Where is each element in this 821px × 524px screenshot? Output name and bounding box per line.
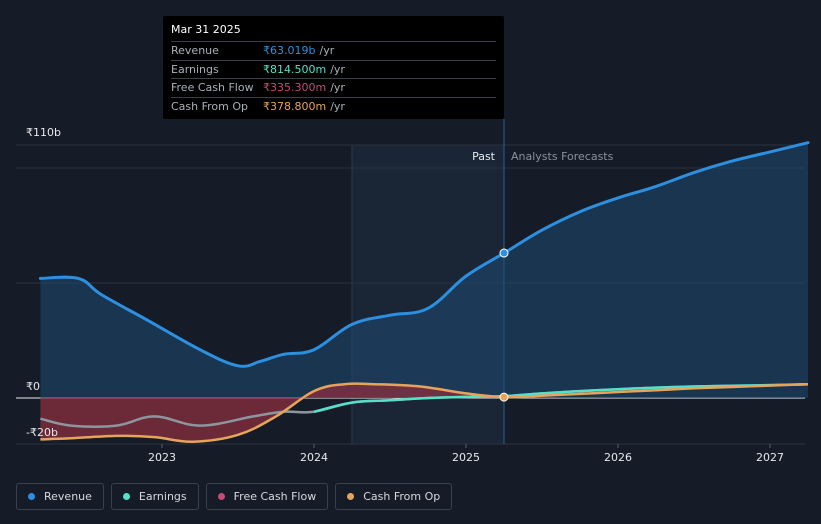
x-tick-label: 2026 [604, 451, 632, 464]
legend-label: Revenue [44, 490, 92, 503]
y-tick-label: ₹110b [26, 126, 61, 139]
tooltip-row-unit: /yr [319, 44, 335, 57]
legend-label: Earnings [138, 490, 187, 503]
tooltip-row-value: ₹335.300m [263, 81, 327, 94]
tooltip-row-label: Cash From Op [171, 99, 249, 113]
forecast-label: Analysts Forecasts [511, 150, 614, 163]
legend-label: Free Cash Flow [233, 490, 317, 503]
legend-dot-icon [217, 493, 225, 500]
tooltip-row-value: ₹63.019b [263, 44, 316, 57]
x-tick-label: 2025 [452, 451, 480, 464]
legend-dot-icon [122, 493, 130, 500]
legend-item-free-cash-flow[interactable]: Free Cash Flow [205, 483, 329, 510]
tooltip-row: Free Cash Flow ₹335.300m/yr [171, 78, 496, 97]
tooltip-row-label: Revenue [171, 44, 219, 57]
y-tick-label: ₹0 [26, 380, 40, 393]
past-label: Past [472, 150, 496, 163]
tooltip-row: Earnings ₹814.500m/yr [171, 59, 496, 79]
tooltip-row-unit: /yr [330, 62, 345, 76]
tooltip-row-unit: /yr [330, 81, 345, 94]
x-tick-label: 2023 [148, 451, 176, 464]
y-tick-label: -₹20b [26, 426, 58, 439]
tooltip-row: Revenue ₹63.019b/yr [171, 41, 496, 60]
x-tick-label: 2027 [756, 451, 784, 464]
tooltip-row-value: ₹378.800m [263, 99, 327, 113]
x-tick-label: 2024 [300, 451, 328, 464]
revenue-area [40, 142, 808, 398]
legend-item-earnings[interactable]: Earnings [110, 483, 199, 510]
chart-legend: Revenue Earnings Free Cash Flow Cash From O… [16, 483, 453, 510]
legend-item-cash-from-op[interactable]: Cash From Op [335, 483, 453, 510]
tooltip-row-value: ₹814.500m [263, 62, 327, 76]
cfo-marker [499, 392, 509, 402]
tooltip-row: Cash From Op ₹378.800m/yr [171, 96, 496, 116]
tooltip-row-label: Free Cash Flow [171, 81, 254, 94]
legend-dot-icon [347, 493, 355, 500]
tooltip-row-label: Earnings [171, 62, 219, 76]
cfo-line [40, 382, 809, 443]
revenue-marker [499, 248, 509, 258]
tooltip-date: Mar 31 2025 [171, 23, 241, 36]
chart-tooltip: Mar 31 2025 Revenue ₹63.019b/yr Earnings ₹8… [163, 16, 504, 119]
legend-item-revenue[interactable]: Revenue [16, 483, 104, 510]
revenue-line [38, 141, 810, 368]
legend-dot-icon [28, 493, 35, 500]
tooltip-row-unit: /yr [330, 99, 345, 113]
legend-label: Cash From Op [363, 490, 441, 503]
